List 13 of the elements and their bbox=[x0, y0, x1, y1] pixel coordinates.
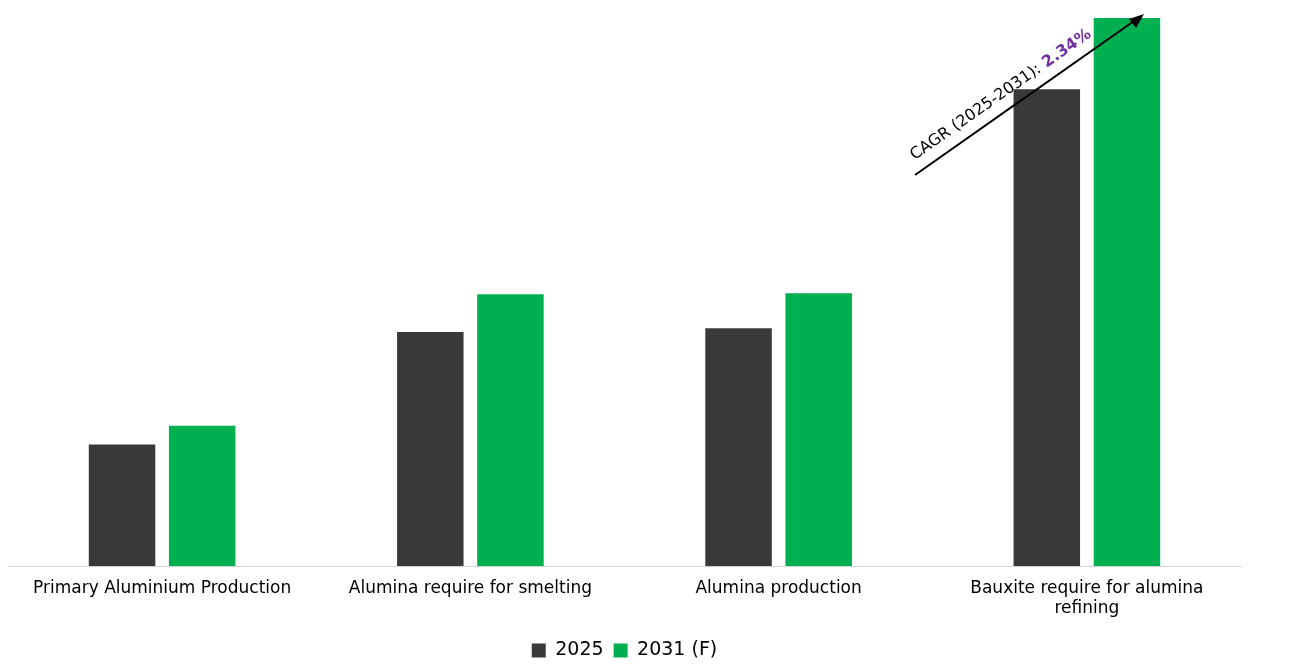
bar bbox=[477, 294, 544, 567]
bar bbox=[1093, 18, 1161, 567]
x-tick-label: Alumina require for smelting bbox=[348, 576, 592, 597]
bar bbox=[168, 425, 236, 567]
bar bbox=[705, 328, 772, 567]
bar bbox=[88, 444, 156, 567]
bar bbox=[785, 293, 852, 567]
x-tick-label: Alumina production bbox=[695, 576, 862, 597]
bar bbox=[397, 332, 464, 567]
legend-label: 2025 bbox=[555, 637, 604, 660]
legend-label: 2031 (F) bbox=[637, 637, 718, 660]
x-tick-label: Primary Aluminium Production bbox=[33, 576, 292, 597]
x-tick-label: Bauxite require for alumina refining bbox=[970, 576, 1204, 618]
